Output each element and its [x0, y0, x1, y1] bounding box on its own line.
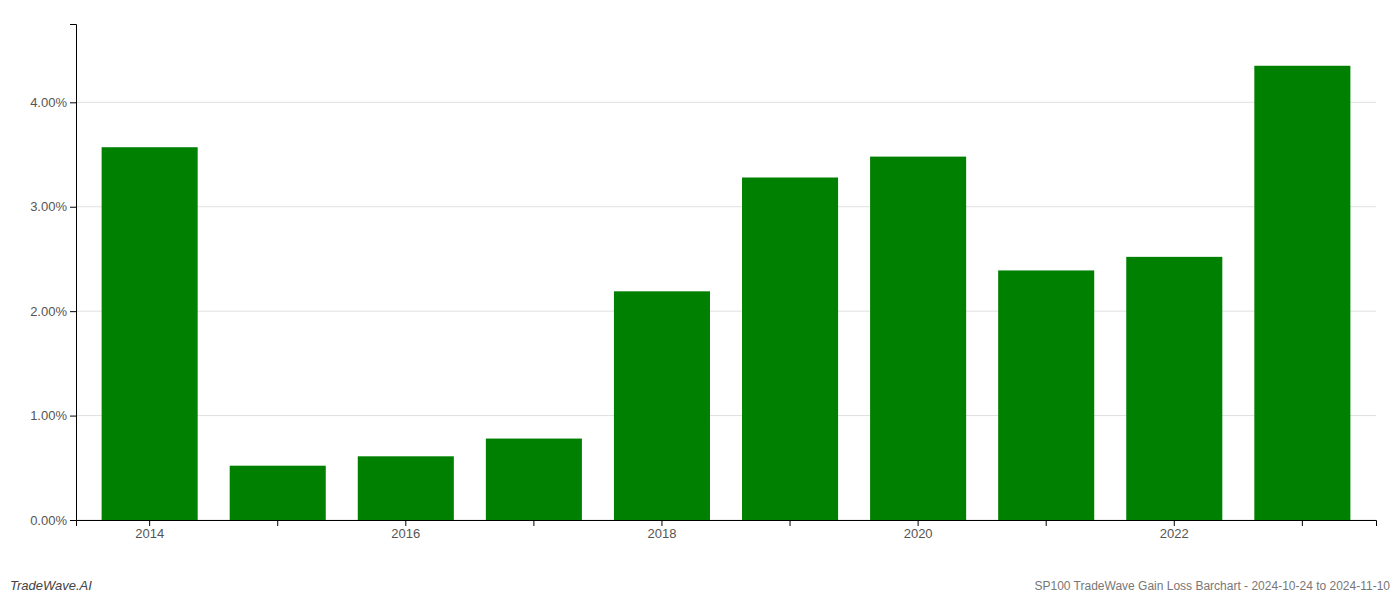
x-tick-label: 2018	[647, 526, 676, 541]
x-tick-mark	[918, 520, 919, 526]
y-axis-line	[70, 25, 77, 521]
plot: 0.00% 1.00% 2.00% 3.00% 4.00% 2014 2016 2018 202…	[30, 25, 1376, 542]
y-tick-label: 1.00%	[30, 408, 67, 423]
bars	[102, 66, 1351, 520]
chart-svg: 0.00% 1.00% 2.00% 3.00% 4.00% 2014 2016 2018 202…	[0, 0, 1400, 600]
y-tick-mark	[70, 207, 76, 208]
y-tick: 0.00%	[30, 513, 76, 528]
bar	[230, 466, 326, 520]
x-tick: 2020	[904, 520, 933, 541]
x-tick	[277, 520, 278, 526]
x-tick	[1046, 520, 1047, 526]
x-tick	[790, 520, 791, 526]
footer-right: SP100 TradeWave Gain Loss Barchart - 202…	[1034, 579, 1390, 593]
grid	[76, 102, 1376, 520]
footer-left: TradeWave.AI	[10, 578, 92, 593]
x-tick: 2016	[391, 520, 420, 541]
bar	[358, 456, 454, 520]
y-tick: 1.00%	[30, 408, 76, 423]
bar	[102, 147, 198, 520]
x-tick-mark	[1302, 520, 1303, 526]
y-tick-mark	[70, 520, 76, 521]
x-tick-mark	[790, 520, 791, 526]
x-tick-label: 2022	[1160, 526, 1189, 541]
bar	[1254, 66, 1350, 520]
bar	[998, 270, 1094, 520]
y-tick-mark	[70, 311, 76, 312]
grid-line	[76, 102, 1376, 103]
bar	[614, 291, 710, 520]
y-tick: 4.00%	[30, 95, 76, 110]
x-tick: 2018	[647, 520, 676, 541]
x-tick-mark	[1046, 520, 1047, 526]
y-tick-label: 0.00%	[30, 513, 67, 528]
x-tick-mark	[405, 520, 406, 526]
x-tick-label: 2016	[391, 526, 420, 541]
grid-line	[76, 206, 1376, 207]
x-tick-label: 2014	[135, 526, 164, 541]
bar	[1126, 257, 1222, 520]
bar	[742, 177, 838, 520]
x-tick-mark	[533, 520, 534, 526]
y-tick-label: 4.00%	[30, 95, 67, 110]
y-tick-mark	[70, 102, 76, 103]
y-tick: 3.00%	[30, 199, 76, 214]
y-tick-label: 2.00%	[30, 304, 67, 319]
x-axis: 2014 2016 2018 2020 2022	[77, 520, 1377, 541]
x-tick: 2014	[135, 520, 164, 541]
bar	[486, 439, 582, 520]
x-tick: 2022	[1160, 520, 1189, 541]
x-tick	[1302, 520, 1303, 526]
y-tick-mark	[70, 416, 76, 417]
x-tick-mark	[1174, 520, 1175, 526]
y-tick: 2.00%	[30, 304, 76, 319]
x-tick	[533, 520, 534, 526]
y-tick-label: 3.00%	[30, 199, 67, 214]
y-axis: 0.00% 1.00% 2.00% 3.00% 4.00%	[30, 25, 76, 528]
x-tick-mark	[149, 520, 150, 526]
bar	[870, 157, 966, 520]
x-axis-line	[77, 521, 1377, 527]
x-tick-mark	[277, 520, 278, 526]
x-tick-mark	[661, 520, 662, 526]
x-tick-label: 2020	[904, 526, 933, 541]
